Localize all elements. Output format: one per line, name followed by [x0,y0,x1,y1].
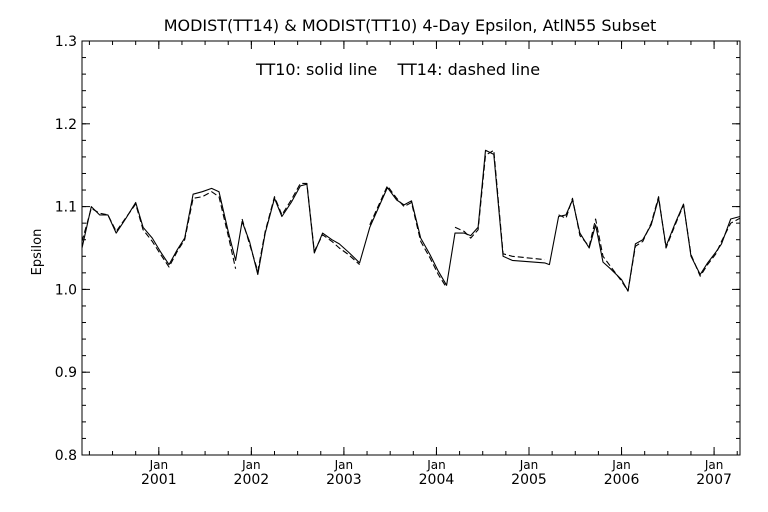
x-tick-month-label: Jan [241,458,261,472]
series-tt14-line [241,182,360,272]
y-axis-label: Epsilon [30,229,45,276]
series-tt10 [81,149,741,292]
x-tick-year-label: 2007 [696,472,732,488]
x-tick-month-label: Jan [704,458,724,472]
x-tick-year-label: 2005 [511,472,547,488]
y-tick-label: 0.9 [55,365,77,381]
series-tt14-line [558,196,741,292]
y-tick-label: 1.2 [55,117,77,133]
series-tt14-line [454,149,545,261]
chart-annotation: TT10: solid line TT14: dashed line [255,60,540,79]
series-tt14 [81,149,741,292]
x-tick-month-label: Jan [611,458,631,472]
series-tt14-line [369,185,448,288]
y-tick-label: 1.1 [55,200,77,216]
chart-title: MODIST(TT14) & MODIST(TT10) 4-Day Epsilo… [164,16,657,35]
series-tt14-line [81,191,237,269]
x-tick-year-label: 2006 [604,472,640,488]
series-layer [81,149,741,292]
x-tick-year-label: 2004 [419,472,455,488]
y-tick-label: 1.3 [55,34,77,50]
x-axis: Jan2001Jan2002Jan2003Jan2004Jan2005Jan20… [88,41,738,488]
y-tick-label: 0.8 [55,448,77,464]
x-tick-month-label: Jan [426,458,446,472]
x-tick-year-label: 2001 [141,472,177,488]
series-tt10-line [81,149,741,292]
x-tick-year-label: 2003 [326,472,362,488]
x-tick-month-label: Jan [334,458,354,472]
y-tick-label: 1.0 [55,282,77,298]
x-tick-month-label: Jan [149,458,169,472]
x-tick-year-label: 2002 [234,472,270,488]
y-axis: 0.8 0.9 1.0 1.1 1.2 1.3 [55,34,740,464]
plot-area-frame [81,40,741,456]
x-tick-month-label: Jan [519,458,539,472]
